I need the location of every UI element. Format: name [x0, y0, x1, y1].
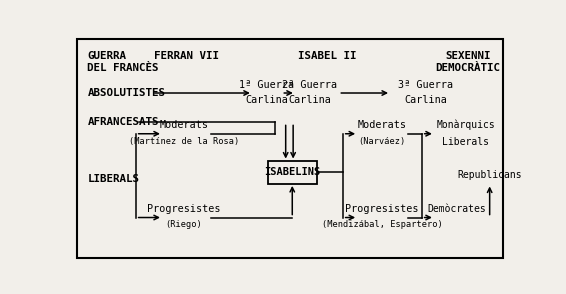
Text: Progresistes: Progresistes	[345, 204, 419, 214]
Text: Progresistes: Progresistes	[147, 204, 221, 214]
Text: Moderats: Moderats	[358, 120, 407, 130]
Text: 1ª Guerra: 1ª Guerra	[239, 80, 294, 90]
Text: (Riego): (Riego)	[165, 220, 202, 229]
Text: ISABELINS: ISABELINS	[264, 167, 320, 177]
Text: GUERRA
DEL FRANCÈS: GUERRA DEL FRANCÈS	[87, 51, 159, 73]
Text: (Martínez de la Rosa): (Martínez de la Rosa)	[129, 137, 239, 146]
Text: Carlina: Carlina	[405, 95, 448, 105]
Text: (Narváez): (Narváez)	[359, 137, 406, 146]
Text: Monàrquics: Monàrquics	[436, 119, 495, 130]
Text: Liberals: Liberals	[442, 137, 489, 147]
Text: ISABEL II: ISABEL II	[298, 51, 357, 61]
Text: 2ª Guerra: 2ª Guerra	[282, 80, 337, 90]
Text: LIBERALS: LIBERALS	[87, 174, 139, 184]
Text: Carlina: Carlina	[246, 95, 288, 105]
Text: Republicans: Republicans	[457, 170, 522, 180]
FancyBboxPatch shape	[268, 161, 316, 184]
Text: Carlina: Carlina	[288, 95, 331, 105]
Text: Demòcrates: Demòcrates	[427, 204, 486, 214]
Text: 3ª Guerra: 3ª Guerra	[398, 80, 453, 90]
Text: Moderats: Moderats	[160, 120, 208, 130]
Text: SEXENNI
DEMOCRÀTIC: SEXENNI DEMOCRÀTIC	[435, 51, 500, 73]
Text: (Mendizábal, Espartero): (Mendizábal, Espartero)	[322, 220, 443, 229]
Text: AFRANCESATS: AFRANCESATS	[87, 117, 159, 127]
Text: FERRAN VII: FERRAN VII	[155, 51, 220, 61]
Text: ABSOLUTISTES: ABSOLUTISTES	[87, 88, 165, 98]
